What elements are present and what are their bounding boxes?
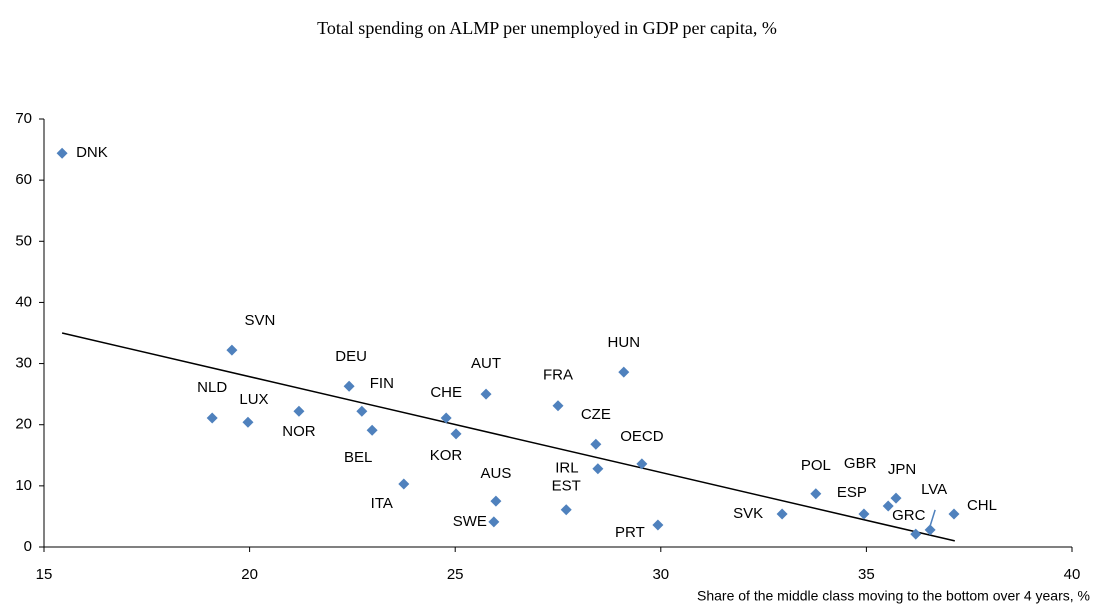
point-label: DEU xyxy=(335,348,367,365)
point xyxy=(858,508,870,520)
point xyxy=(450,428,462,440)
y-tick-label: 50 xyxy=(15,232,32,249)
point xyxy=(810,488,822,500)
point xyxy=(776,508,788,520)
x-tick-label: 40 xyxy=(1064,566,1081,583)
point-label: CZE xyxy=(581,406,611,423)
point-label: CHE xyxy=(430,384,462,401)
y-tick-label: 60 xyxy=(15,171,32,188)
point xyxy=(356,405,368,417)
x-tick-label: 15 xyxy=(36,566,53,583)
y-tick-label: 20 xyxy=(15,416,32,433)
point xyxy=(590,438,602,450)
point xyxy=(890,492,902,504)
point-label: GBR xyxy=(844,455,877,472)
point-label: SWE xyxy=(453,513,487,530)
y-tick-label: 0 xyxy=(24,538,32,555)
point-label: LUX xyxy=(239,391,268,408)
point xyxy=(618,366,630,378)
point-label: SVK xyxy=(733,505,763,522)
x-axis-label: Share of the middle class moving to the … xyxy=(697,588,1090,604)
y-tick-label: 40 xyxy=(15,293,32,310)
leader-line xyxy=(929,509,936,527)
point-label: KOR xyxy=(430,447,463,464)
point xyxy=(910,528,922,540)
point-label: AUS xyxy=(480,465,511,482)
point-label: IRL xyxy=(555,460,578,477)
x-tick-label: 35 xyxy=(858,566,875,583)
point xyxy=(293,405,305,417)
point xyxy=(924,524,936,536)
point-label: BEL xyxy=(344,449,372,466)
point xyxy=(948,508,960,520)
point-label: FIN xyxy=(370,375,394,392)
point xyxy=(652,519,664,531)
point xyxy=(560,504,572,516)
point xyxy=(398,478,410,490)
point-label: ESP xyxy=(837,484,867,501)
x-tick-label: 25 xyxy=(447,566,464,583)
point-label: EST xyxy=(552,478,581,495)
trend-line xyxy=(61,332,955,542)
point xyxy=(366,424,378,436)
point xyxy=(552,400,564,412)
point-label: AUT xyxy=(471,355,501,372)
point xyxy=(226,344,238,356)
point xyxy=(440,412,452,424)
point xyxy=(343,380,355,392)
point-label: CHL xyxy=(967,497,997,514)
point xyxy=(56,147,68,159)
point xyxy=(206,412,218,424)
point-label: SVN xyxy=(244,312,275,329)
x-tick-label: 20 xyxy=(241,566,258,583)
point-label: JPN xyxy=(888,461,916,478)
point xyxy=(480,388,492,400)
y-tick-label: 10 xyxy=(15,477,32,494)
point-label: NLD xyxy=(197,379,227,396)
point-label: FRA xyxy=(543,367,573,384)
point-label: NOR xyxy=(282,423,316,440)
y-tick-label: 30 xyxy=(15,355,32,372)
point xyxy=(636,458,648,470)
point-label: DNK xyxy=(76,144,108,161)
y-tick-label: 70 xyxy=(15,110,32,127)
point-label: HUN xyxy=(608,334,641,351)
point-label: LVA xyxy=(921,481,947,498)
point-label: PRT xyxy=(615,524,645,541)
point xyxy=(488,516,500,528)
point xyxy=(592,463,604,475)
x-tick-label: 30 xyxy=(652,566,669,583)
point-label: ITA xyxy=(371,495,393,512)
point xyxy=(242,416,254,428)
point xyxy=(882,500,894,512)
point xyxy=(490,495,502,507)
point-label: GRC xyxy=(892,507,926,524)
chart-title: Total spending on ALMP per unemployed in… xyxy=(317,18,777,38)
point-label: POL xyxy=(801,457,831,474)
point-label: OECD xyxy=(620,428,664,445)
